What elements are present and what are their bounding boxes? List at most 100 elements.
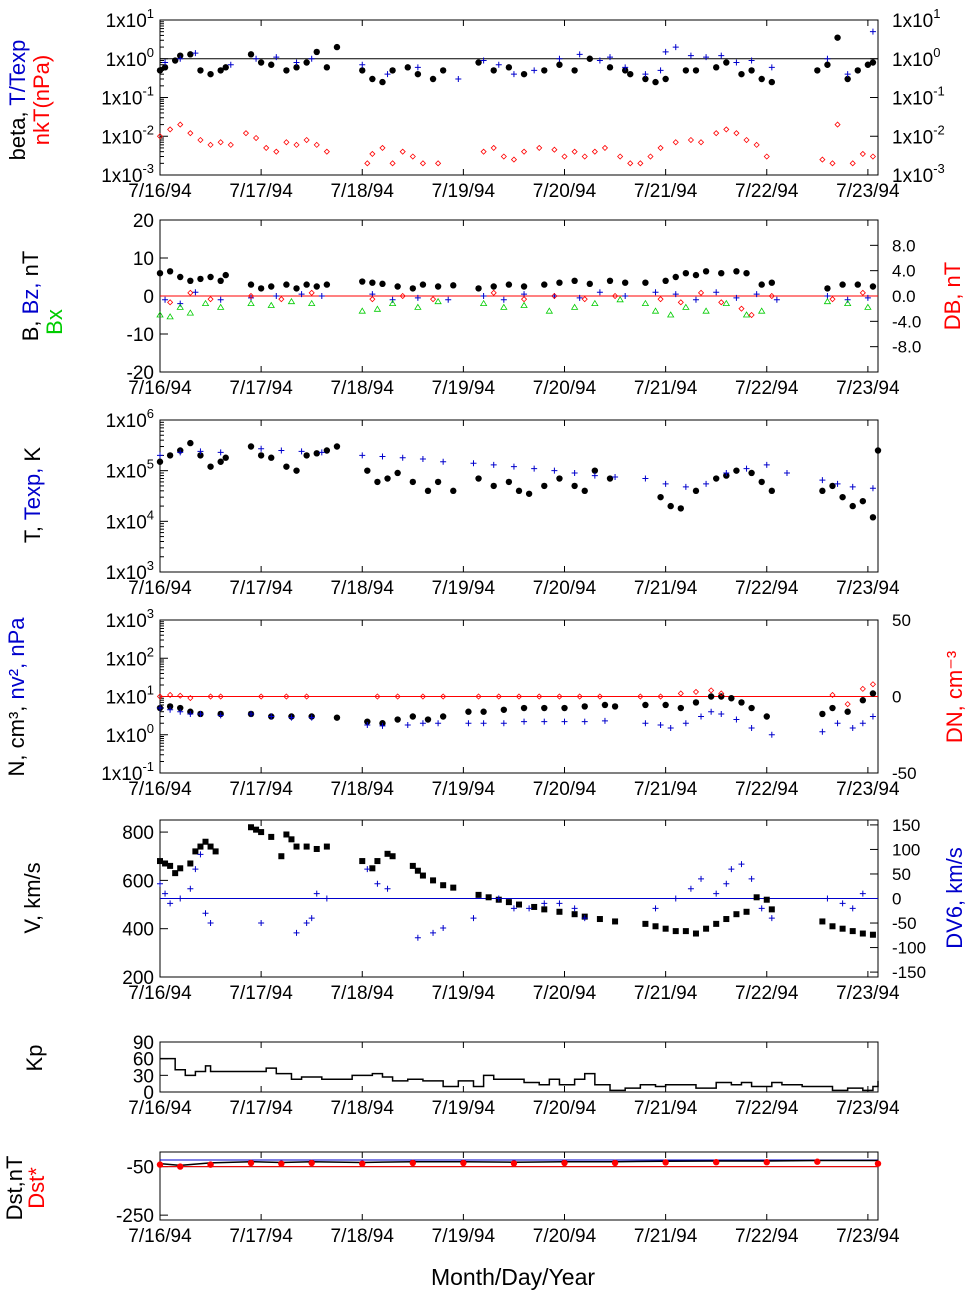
data-point xyxy=(207,843,214,850)
data-point xyxy=(258,693,265,700)
data-point xyxy=(374,693,381,700)
data-point xyxy=(303,920,310,927)
data-point xyxy=(819,918,826,925)
data-point xyxy=(662,75,669,83)
plot-frame xyxy=(159,419,879,573)
data-point xyxy=(167,299,174,306)
data-point xyxy=(465,708,472,715)
y-tick-label: 60 xyxy=(133,1050,154,1071)
data-point xyxy=(510,463,517,470)
data-point xyxy=(359,67,366,74)
data-point xyxy=(541,704,548,712)
data-point xyxy=(490,144,497,151)
data-point xyxy=(202,838,209,845)
data-point xyxy=(738,305,745,312)
right-tick-label: 100 xyxy=(892,840,920,859)
data-point xyxy=(556,61,563,68)
data-point xyxy=(607,54,614,61)
data-point xyxy=(662,701,669,709)
data-point xyxy=(394,469,401,477)
data-point xyxy=(187,130,194,137)
data-point xyxy=(531,903,538,910)
data-point xyxy=(308,714,315,721)
data-point xyxy=(439,67,447,74)
data-point xyxy=(874,447,882,454)
data-point xyxy=(253,826,260,833)
data-point xyxy=(763,153,770,160)
data-point xyxy=(829,482,836,490)
data-point xyxy=(576,693,583,700)
data-point xyxy=(768,906,775,913)
panel2-ylabel: B, Bz, nT Bx xyxy=(18,251,67,342)
data-point xyxy=(177,708,184,715)
data-point xyxy=(874,1160,882,1167)
data-point xyxy=(177,895,184,902)
data-point xyxy=(460,1159,467,1167)
data-point xyxy=(662,480,669,487)
data-point xyxy=(414,867,421,874)
data-point xyxy=(571,482,578,490)
data-point xyxy=(187,439,194,447)
data-point xyxy=(379,280,386,288)
data-point xyxy=(702,307,710,314)
data-point xyxy=(576,51,583,58)
data-point xyxy=(167,126,174,133)
data-point xyxy=(561,1159,568,1167)
data-point xyxy=(409,285,417,292)
p4-n-label: N, cm³, xyxy=(4,706,29,777)
y-tick-exponent: 2 xyxy=(147,644,154,659)
data-point xyxy=(723,126,730,133)
y-tick-label: 10 xyxy=(133,249,154,270)
data-point xyxy=(227,61,234,68)
x-tick-label: 7/19/94 xyxy=(432,1226,496,1247)
data-point xyxy=(824,61,831,68)
data-point xyxy=(197,843,204,850)
data-point xyxy=(515,693,523,700)
data-point xyxy=(435,160,442,167)
x-tick-label: 7/21/94 xyxy=(634,578,698,599)
data-point xyxy=(571,67,578,74)
data-point xyxy=(622,293,629,299)
data-point xyxy=(551,146,558,153)
data-point xyxy=(157,452,163,459)
data-point xyxy=(581,153,588,160)
data-point xyxy=(753,894,760,901)
data-point xyxy=(627,70,634,78)
data-point xyxy=(718,299,725,306)
y-tick-label: 0 xyxy=(143,287,154,308)
data-point xyxy=(516,901,522,908)
data-point xyxy=(843,299,852,306)
data-point xyxy=(692,699,700,706)
data-point xyxy=(723,880,730,887)
data-point xyxy=(162,59,169,66)
data-point xyxy=(859,497,867,505)
data-point xyxy=(323,281,331,288)
y-tick-label: 0 xyxy=(143,1083,154,1104)
data-point xyxy=(561,718,568,725)
x-tick-label: 7/18/94 xyxy=(331,578,395,599)
data-point xyxy=(374,478,381,486)
data-point xyxy=(192,289,199,296)
data-point xyxy=(692,930,699,937)
data-point xyxy=(303,136,310,144)
x-axis-title: Month/Day/Year xyxy=(431,1264,595,1290)
y-tick-exponent: 3 xyxy=(147,606,154,621)
data-point xyxy=(409,478,417,486)
data-point xyxy=(642,71,649,78)
data-point xyxy=(748,469,755,477)
data-point xyxy=(682,67,690,74)
data-point xyxy=(733,911,740,918)
x-tick-label: 7/16/94 xyxy=(128,1098,192,1119)
data-point xyxy=(743,270,750,277)
data-point xyxy=(859,685,866,692)
data-point xyxy=(450,884,457,891)
data-point xyxy=(773,296,780,303)
data-point xyxy=(323,148,330,155)
data-point xyxy=(743,465,750,472)
data-point xyxy=(839,925,846,932)
data-point xyxy=(490,283,497,290)
data-point xyxy=(541,67,548,74)
data-point xyxy=(692,487,700,495)
data-point xyxy=(652,923,659,930)
data-point xyxy=(687,136,694,144)
